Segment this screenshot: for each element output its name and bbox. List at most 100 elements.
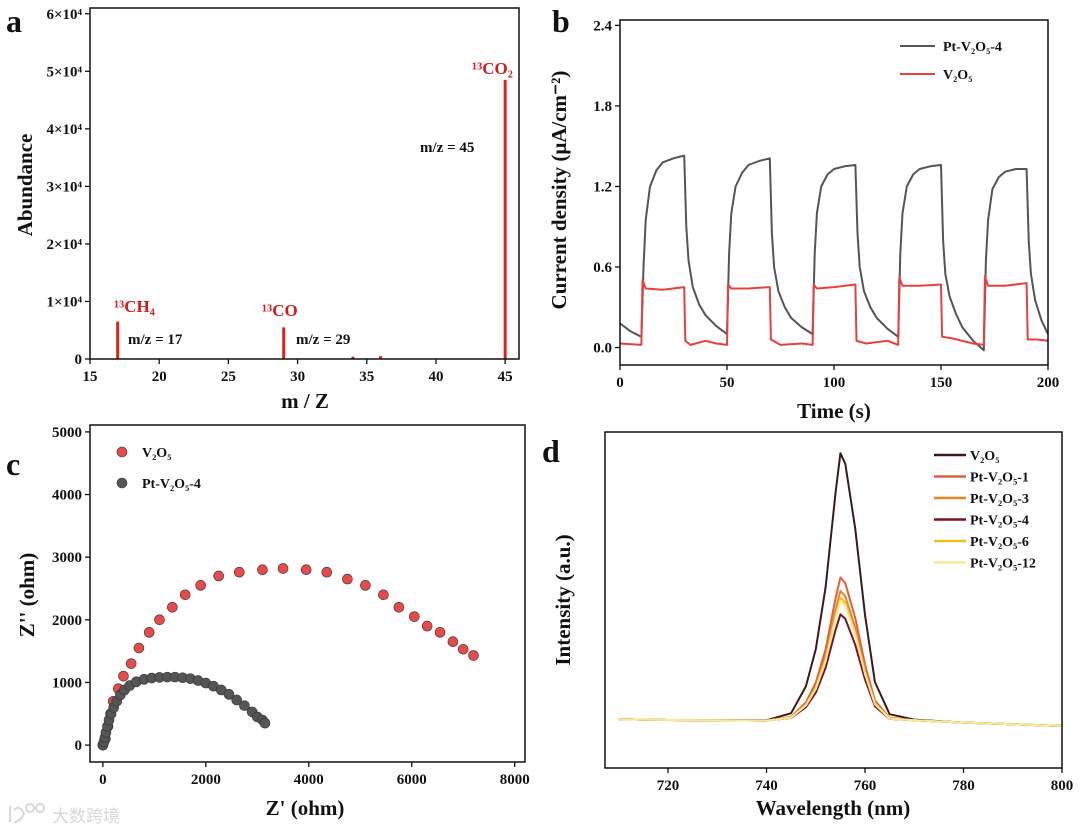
series-line — [618, 613, 1062, 727]
x-tick-label: 0 — [616, 375, 624, 391]
data-point — [321, 566, 333, 578]
x-tick-label: 25 — [221, 369, 236, 385]
chart-b: 0 50 100 150 200 0.0 0.6 1.2 1.8 2.4 Pt-V₂O₅-4 V₂O₅ — [593, 18, 1059, 391]
data-point — [277, 563, 289, 574]
legend-marker — [116, 477, 128, 489]
legend-label: Pt-V₂O₅-12 — [970, 557, 1036, 572]
x-tick-label: 780 — [952, 778, 975, 794]
data-point — [125, 658, 137, 669]
annotation-13ch4: ¹³CH₄ — [114, 297, 155, 316]
y-tick-label: 2.4 — [593, 18, 612, 34]
y-tick-label: 1×10⁴ — [46, 294, 82, 310]
x-tick-label: 150 — [930, 375, 953, 391]
y-tick-label: 6×10⁴ — [46, 7, 82, 23]
y-tick-label: 1000 — [52, 675, 82, 691]
legend-label: Pt-V₂O₅-4 — [142, 477, 201, 492]
plot-frame — [89, 7, 520, 360]
legend-label: V₂O₅ — [970, 449, 999, 464]
axis-title-y-a: Abundance — [13, 134, 37, 237]
series-line — [618, 600, 1062, 727]
axis-title-x-a: m / Z — [281, 389, 329, 413]
x-tick-label: 2000 — [191, 772, 221, 788]
data-point — [259, 717, 271, 729]
annotation-13co2: ¹³CO₂ — [472, 59, 513, 78]
data-point — [434, 627, 446, 638]
y-tick-label: 1.8 — [593, 99, 612, 115]
x-tick-label: 15 — [83, 369, 98, 385]
data-point — [300, 564, 312, 575]
data-point — [233, 566, 245, 578]
axis-title-y-d: Intensity (a.u.) — [551, 534, 575, 665]
x-tick-label: 6000 — [397, 772, 427, 788]
legend-label: V₂O₅ — [142, 446, 171, 461]
annotation-mz45: m/z = 45 — [420, 140, 474, 156]
x-tick-label: 20 — [152, 369, 167, 385]
x-tick-label: 50 — [720, 375, 735, 391]
y-tick-label: 2×10⁴ — [46, 237, 82, 253]
chart-a: 15 20 25 30 35 40 45 0 1×10⁴ 2×10⁴ 3×10⁴ 4×10⁴ 5×10⁴… — [46, 7, 520, 385]
data-point — [118, 670, 129, 682]
x-tick-label: 45 — [498, 369, 513, 385]
y-tick-label: 0 — [75, 352, 83, 368]
y-tick-label: 1.2 — [593, 179, 612, 195]
y-tick-label: 2000 — [52, 613, 82, 629]
data-point — [257, 564, 268, 575]
axis-title-x-d: Wavelength (nm) — [756, 796, 911, 820]
x-tick-label: 4000 — [294, 772, 324, 788]
panel-letter-d: d — [542, 433, 560, 469]
y-tick-label: 5000 — [52, 425, 82, 441]
data-point — [447, 636, 459, 648]
data-point — [231, 694, 243, 706]
data-point — [133, 642, 145, 654]
plot-frame — [604, 431, 1063, 769]
legend-label: V₂O₅ — [943, 68, 972, 83]
data-point — [154, 614, 165, 626]
x-tick-label: 35 — [359, 369, 374, 385]
data-point — [457, 643, 469, 655]
data-point — [342, 573, 353, 585]
x-tick-label: 8000 — [500, 772, 530, 788]
plot-frame — [89, 424, 526, 763]
x-tick-label: 100 — [823, 375, 846, 391]
y-tick-label: 0.0 — [593, 341, 612, 357]
y-tick-label: 3000 — [52, 550, 82, 566]
data-point — [360, 580, 371, 591]
panel-letter-b: b — [552, 3, 570, 39]
legend-marker — [116, 446, 128, 458]
annotation-mz29: m/z = 29 — [296, 332, 350, 348]
data-point — [421, 620, 433, 632]
legend-label: Pt-V₂O₅-3 — [970, 492, 1029, 507]
chart-d: 720 740 760 780 800 V₂O₅ Pt-V₂O₅-1 Pt-V₂O₅-3 Pt-… — [604, 431, 1074, 794]
x-tick-label: 800 — [1051, 778, 1074, 794]
x-tick-label: 740 — [755, 778, 778, 794]
plot-area — [97, 563, 479, 751]
y-tick-label: 3×10⁴ — [46, 179, 82, 195]
axis-title-y-b: Current density (μA/cm⁻²) — [547, 71, 571, 310]
legend-label: Pt-V₂O₅-4 — [943, 40, 1002, 55]
series-line — [620, 275, 1048, 346]
data-point — [393, 601, 405, 613]
legend-label: Pt-V₂O₅-6 — [970, 535, 1029, 550]
data-point — [179, 589, 191, 601]
x-tick-label: 720 — [657, 778, 680, 794]
x-tick-label: 0 — [99, 772, 107, 788]
y-tick-label: 5×10⁴ — [46, 64, 82, 80]
y-tick-label: 4000 — [52, 488, 82, 504]
data-point — [409, 611, 420, 622]
data-point — [213, 570, 224, 582]
x-tick-label: 40 — [428, 369, 443, 385]
x-tick-label: 30 — [290, 369, 305, 385]
data-point — [195, 580, 206, 591]
data-point — [167, 601, 178, 613]
x-tick-label: 760 — [854, 778, 877, 794]
data-point — [239, 700, 250, 711]
annotation-13co: ¹³CO — [262, 301, 298, 320]
data-point — [378, 589, 389, 601]
data-point — [143, 627, 155, 638]
y-tick-label: 0 — [75, 738, 83, 754]
axis-title-x-b: Time (s) — [797, 399, 871, 423]
legend-label: Pt-V₂O₅-4 — [970, 514, 1029, 529]
series-line — [618, 589, 1062, 727]
watermark-logo-icon — [9, 803, 45, 823]
